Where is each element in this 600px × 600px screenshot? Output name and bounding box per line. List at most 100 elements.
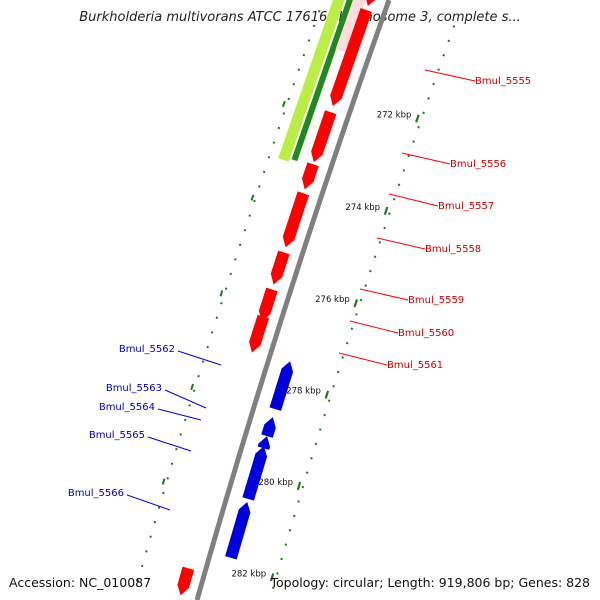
minor-tick [314,442,318,446]
reverse-gene-arrow[interactable] [269,361,294,411]
minor-tick [345,341,349,345]
minor-tick [373,255,377,259]
minor-tick [287,97,291,101]
gene-label-bmul_5557[interactable]: Bmul_5557 [438,201,494,212]
forward-gene-arrow[interactable] [311,110,337,163]
kbp-tick-label: 278 kbp [286,387,321,397]
forward-gene-arrow[interactable] [270,250,290,285]
forward-gene-arrow[interactable] [282,191,310,248]
minor-tick [297,68,301,71]
minor-tick [183,418,187,422]
minor-tick [427,97,430,100]
forward-gene-arrow[interactable] [365,0,377,6]
minor-tick [293,514,296,518]
gene-label-bmul_5562[interactable]: Bmul_5562 [119,344,175,355]
gene-leader-line [388,193,439,207]
gene-leader-line [164,389,207,409]
gene-leader-line [376,237,426,250]
minor-tick [206,345,209,349]
minor-tick [302,53,306,57]
minor-tick [248,214,251,217]
minor-tick [276,572,279,575]
gene-leader-line [177,350,222,366]
gene-label-bmul_5563[interactable]: Bmul_5563 [106,383,162,394]
minor-tick [412,140,415,143]
gene-leader-line [401,152,451,165]
kbp-tick [269,573,275,582]
minor-tick [355,313,358,316]
major-tick [281,100,286,108]
minor-tick [407,154,411,158]
forward-gene-arrow[interactable] [330,7,372,107]
minor-tick [157,506,161,509]
reverse-gene-arrow[interactable] [242,446,268,501]
map-title: Burkholderia multivorans ATCC 17616 chro… [79,10,521,25]
minor-tick [388,212,391,215]
minor-tick [272,141,276,144]
minor-tick [140,564,144,568]
kbp-tick [296,481,302,491]
minor-tick [234,258,237,261]
minor-tick [307,39,311,42]
minor-tick [402,169,406,172]
minor-tick [442,53,445,57]
minor-tick [166,477,169,480]
gene-label-bmul_5555[interactable]: Bmul_5555 [475,76,531,87]
minor-tick [447,39,451,43]
summary-text: Topology: circular; Length: 919,806 bp; … [270,575,591,590]
gene-leader-line [359,288,409,301]
minor-tick [243,228,247,232]
minor-tick [229,272,232,276]
gene-leader-line [126,494,171,511]
minor-tick [284,543,288,546]
minor-tick [369,269,372,273]
gene-label-bmul_5558[interactable]: Bmul_5558 [425,244,481,255]
minor-tick [305,471,309,474]
minor-tick [253,199,256,203]
chromosome-backbone [194,0,392,600]
minor-tick [175,447,178,451]
minor-tick [397,183,401,187]
minor-tick [258,185,261,188]
minor-tick [220,301,223,305]
minor-tick [210,331,214,334]
reverse-gene-arrow[interactable] [261,417,276,438]
minor-tick [297,500,300,503]
minor-tick [319,428,322,431]
minor-tick [238,243,242,247]
minor-tick [224,287,228,290]
minor-tick [188,404,191,407]
minor-tick [192,389,196,393]
minor-tick [280,557,283,561]
forward-gene-arrow[interactable] [249,314,270,353]
minor-tick [432,82,435,86]
minor-tick [136,579,140,582]
gene-label-bmul_5560[interactable]: Bmul_5560 [398,328,454,339]
minor-tick [350,327,354,330]
minor-tick [417,125,420,129]
gene-label-bmul_5565[interactable]: Bmul_5565 [89,430,145,441]
gene-label-bmul_5566[interactable]: Bmul_5566 [68,488,124,499]
gene-label-bmul_5556[interactable]: Bmul_5556 [450,159,506,170]
minor-tick [378,241,382,244]
forward-gene-arrow[interactable] [302,162,319,190]
minor-tick [288,528,292,532]
minor-tick [301,485,305,489]
major-tick [161,478,166,485]
minor-tick [437,68,440,71]
minor-tick [201,360,205,363]
forward-gene-arrow[interactable] [258,287,278,322]
gene-label-bmul_5561[interactable]: Bmul_5561 [387,360,443,371]
minor-tick [422,111,425,115]
minor-tick [149,535,152,538]
gene-label-bmul_5559[interactable]: Bmul_5559 [408,295,464,306]
forward-gene-arrow[interactable] [177,566,195,596]
minor-tick [341,356,344,359]
reverse-gene-arrow[interactable] [257,436,271,450]
minor-tick [310,457,313,460]
minor-tick [332,385,335,388]
reverse-gene-arrow[interactable] [225,501,251,560]
gene-label-bmul_5564[interactable]: Bmul_5564 [99,402,155,413]
